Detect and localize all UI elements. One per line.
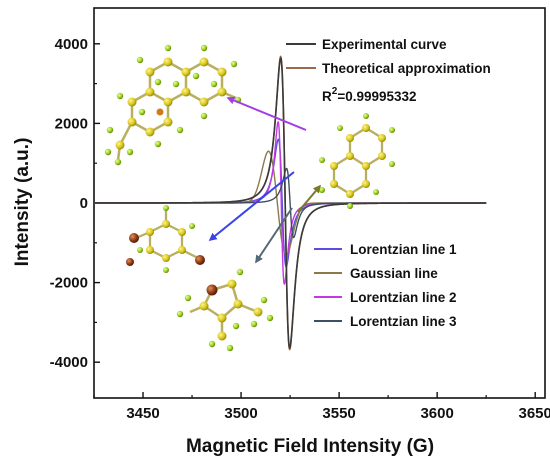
series-line-experimental-curve bbox=[94, 57, 487, 349]
molecule-bottom bbox=[176, 268, 274, 352]
y-tick-label: -2000 bbox=[50, 275, 88, 292]
annotation-arrows bbox=[208, 96, 322, 264]
arrow-to-molecule-bottom bbox=[255, 207, 293, 264]
arrow-to-molecule-right bbox=[297, 184, 322, 213]
r-squared-sup: 2 bbox=[332, 86, 338, 97]
molecule-top-left bbox=[104, 44, 242, 166]
molecule-middle-left bbox=[126, 205, 205, 273]
arrow-to-molecule-middle-left bbox=[208, 171, 295, 242]
x-axis-title: Magnetic Field Intensity (G) bbox=[186, 436, 434, 457]
legend-label-lorentzian-3: Lorentzian line 3 bbox=[350, 314, 457, 329]
y-tick-label: 4000 bbox=[55, 36, 88, 53]
y-tick-label: 0 bbox=[80, 195, 88, 212]
x-tick-label: 3550 bbox=[322, 405, 355, 422]
r-squared-value: =0.99995332 bbox=[337, 89, 416, 104]
x-tick-label: 3600 bbox=[420, 405, 453, 422]
y-tick-label: -4000 bbox=[50, 354, 88, 371]
legend-label-lorentzian-2: Lorentzian line 2 bbox=[350, 290, 457, 305]
legend-label-theoretical: Theoretical approximation bbox=[322, 61, 491, 76]
series-layer bbox=[94, 55, 487, 351]
x-tick-label: 3450 bbox=[126, 405, 159, 422]
molecule-right bbox=[319, 113, 395, 209]
legend-top: Experimental curve Theoretical approxima… bbox=[286, 37, 491, 104]
legend-bottom: Lorentzian line 1 Gaussian line Lorentzi… bbox=[314, 242, 457, 329]
axis-ticks: 3450 3500 3550 3600 3650 -4000 -2000 0 2000 4000 bbox=[50, 36, 550, 422]
x-tick-label: 3650 bbox=[519, 405, 550, 422]
y-tick-label: 2000 bbox=[55, 115, 88, 132]
x-tick-label: 3500 bbox=[224, 405, 257, 422]
legend-label-lorentzian-1: Lorentzian line 1 bbox=[350, 242, 457, 257]
r-squared-label: R2=0.99995332 bbox=[322, 86, 417, 104]
arrow-to-molecule-top-left bbox=[226, 96, 307, 131]
legend-label-gaussian: Gaussian line bbox=[350, 266, 438, 281]
r-squared-prefix: R bbox=[322, 89, 332, 104]
y-axis-title: Intensity (a.u.) bbox=[12, 138, 33, 267]
legend-label-experimental: Experimental curve bbox=[322, 37, 447, 52]
